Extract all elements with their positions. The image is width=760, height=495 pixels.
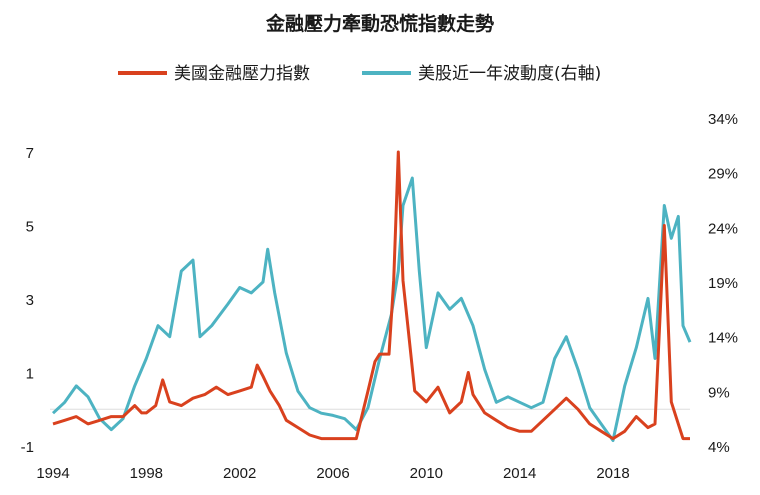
x-tick-label: 2010 [410, 465, 443, 482]
right-tick-label: 29% [708, 166, 738, 183]
left-axis-ticks: 7 5 3 1 -1 [21, 145, 34, 456]
series-line-stress [52, 150, 690, 441]
x-axis-ticks: 1994 1998 2002 2006 2010 2014 2018 [36, 465, 629, 482]
legend-label-volatility: 美股近一年波動度(右軸) [418, 64, 601, 84]
left-tick-label: 5 [26, 219, 34, 236]
legend: 美國金融壓力指數 美股近一年波動度(右軸) [118, 64, 601, 84]
right-tick-label: 19% [708, 275, 738, 292]
x-tick-label: 2018 [596, 465, 629, 482]
right-axis-ticks: 34% 29% 24% 19% 14% 9% 4% [708, 111, 738, 456]
right-tick-label: 14% [708, 330, 738, 347]
left-tick-label: -1 [21, 439, 34, 456]
legend-label-stress: 美國金融壓力指數 [174, 64, 310, 84]
x-tick-label: 1994 [36, 465, 69, 482]
right-tick-label: 34% [708, 111, 738, 128]
chart-title: 金融壓力牽動恐慌指數走勢 [265, 12, 494, 35]
left-tick-label: 3 [26, 292, 34, 309]
x-tick-label: 2006 [316, 465, 349, 482]
x-tick-label: 2014 [503, 465, 536, 482]
x-tick-label: 1998 [130, 465, 163, 482]
right-tick-label: 24% [708, 220, 738, 237]
right-tick-label: 4% [708, 439, 730, 456]
right-tick-label: 9% [708, 384, 730, 401]
x-tick-label: 2002 [223, 465, 256, 482]
left-tick-label: 1 [26, 366, 34, 383]
series-line-volatility [51, 176, 692, 442]
left-tick-label: 7 [26, 145, 34, 162]
